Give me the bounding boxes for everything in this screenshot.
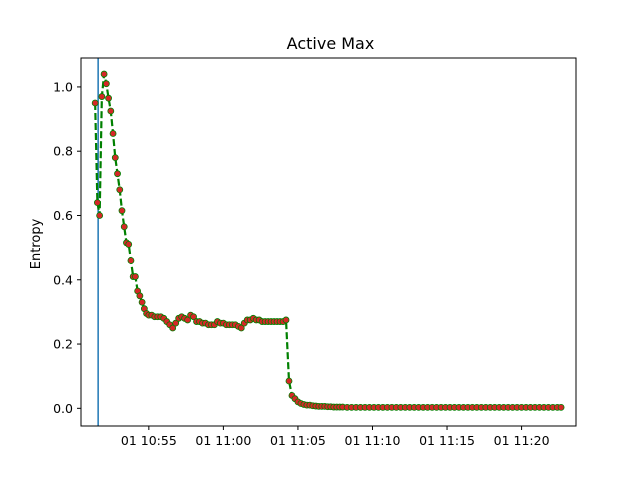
y-axis-ticks: 0.0 0.2 0.4 0.6 0.8 1.0 (53, 79, 81, 416)
y-tick-label: 0.2 (53, 337, 73, 352)
data-point (169, 324, 177, 332)
y-tick-label: 0.0 (53, 401, 73, 416)
data-point (98, 93, 106, 100)
data-point (118, 207, 126, 215)
data-point (91, 99, 99, 107)
y-tick-label: 1.0 (53, 79, 73, 94)
data-point (100, 70, 108, 78)
data-point (127, 257, 135, 264)
data-point (96, 212, 104, 219)
x-tick-label: 01 11:00 (195, 433, 251, 448)
data-point (285, 377, 293, 385)
y-axis-label: Entropy (29, 218, 44, 269)
y-tick-label: 0.6 (53, 208, 73, 223)
x-tick-label: 01 11:05 (270, 433, 326, 448)
x-tick-label: 01 11:15 (419, 433, 475, 448)
plot-content (91, 58, 565, 426)
data-point (132, 273, 139, 280)
y-tick-label: 0.4 (53, 272, 73, 287)
data-point (125, 241, 133, 248)
data-point (184, 316, 192, 324)
y-tick-label: 0.8 (53, 144, 73, 159)
chart-title: Active Max (287, 34, 375, 53)
x-axis-ticks: 01 10:55 01 11:00 01 11:05 01 11:10 01 11:15… (121, 426, 550, 448)
data-point (109, 130, 117, 137)
data-point (102, 80, 110, 88)
data-point (557, 403, 565, 411)
data-point (237, 324, 245, 332)
data-point (94, 199, 101, 207)
data-point (120, 223, 128, 231)
data-point (105, 94, 112, 102)
data-point (111, 154, 119, 162)
plot-frame (80, 57, 577, 427)
x-tick-label: 01 11:20 (494, 433, 550, 448)
x-tick-label: 01 10:55 (121, 433, 177, 448)
data-point (172, 319, 180, 327)
x-tick-label: 01 11:10 (345, 433, 401, 448)
series-line-0 (94, 72, 562, 409)
data-point (114, 170, 121, 178)
data-point (282, 316, 290, 324)
data-point (107, 107, 115, 115)
data-point (116, 186, 124, 194)
data-point (136, 292, 144, 300)
data-point (138, 298, 146, 306)
data-point (190, 313, 197, 321)
